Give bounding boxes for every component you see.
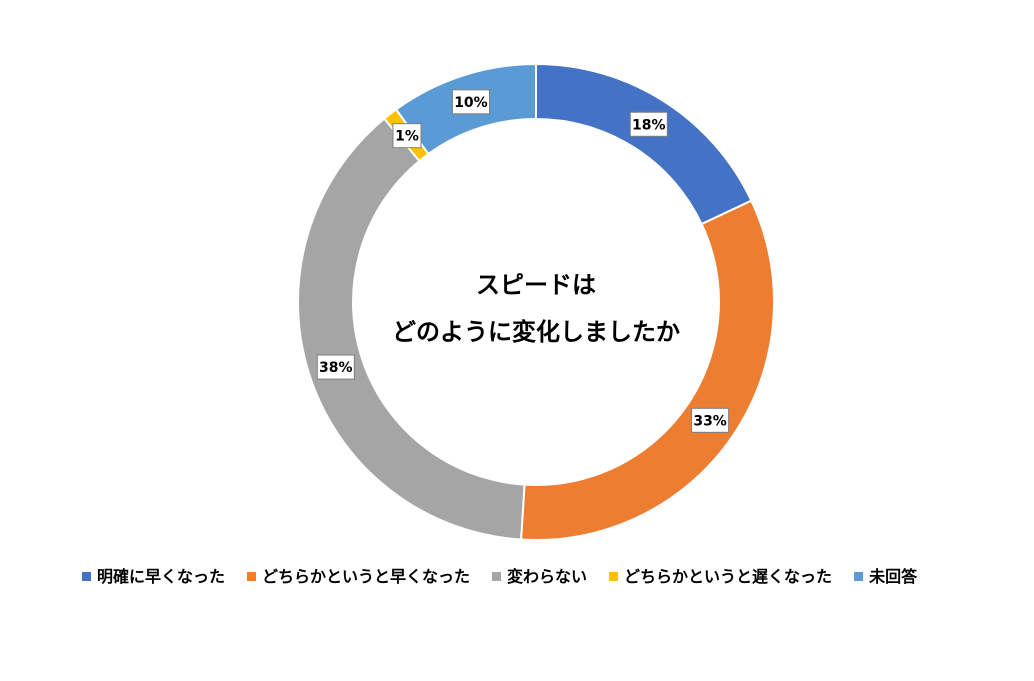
legend-swatch	[492, 572, 502, 581]
data-label-box	[392, 123, 422, 149]
data-label-no-answer: 10%	[451, 89, 490, 115]
legend-item-clearly-faster: 明確に早くなった	[82, 567, 225, 586]
legend: 明確に早くなった どちらかというと早くなった 変わらない どちらかというと遅くなった 未…	[82, 567, 918, 586]
data-label-box	[316, 354, 355, 380]
legend-item-somewhat-faster: どちらかというと早くなった	[247, 567, 470, 586]
data-label-box	[691, 407, 730, 433]
data-label-text: 1%	[395, 129, 419, 145]
data-label-somewhat-faster: 33%	[691, 407, 730, 433]
data-labels: 18% 33% 38% 1% 10%	[316, 89, 730, 433]
legend-swatch	[247, 572, 257, 581]
legend-label: 未回答	[868, 567, 918, 586]
data-label-text: 10%	[454, 95, 488, 111]
legend-item-somewhat-slower: どちらかというと遅くなった	[609, 567, 832, 586]
slice-unchanged	[297, 117, 526, 541]
data-label-unchanged: 38%	[316, 354, 355, 380]
legend-label: 変わらない	[507, 567, 587, 586]
slice-somewhat-faster	[519, 199, 775, 541]
data-label-text: 33%	[693, 413, 727, 429]
donut-slices	[297, 62, 775, 541]
data-label-text: 38%	[319, 360, 353, 376]
slice-clearly-faster	[535, 62, 753, 226]
legend-label: どちらかというと早くなった	[262, 567, 470, 586]
center-title: スピードは どのように変化しましたか	[392, 271, 680, 346]
legend-swatch	[609, 572, 619, 581]
legend-item-no-answer: 未回答	[854, 567, 918, 586]
legend-label: 明確に早くなった	[97, 567, 225, 586]
data-label-box	[629, 111, 668, 137]
legend-swatch	[854, 572, 864, 581]
data-label-somewhat-slower: 1%	[392, 123, 422, 149]
center-title-line-2: どのように変化しましたか	[392, 318, 680, 346]
legend-label: どちらかというと遅くなった	[624, 567, 832, 586]
data-label-text: 18%	[632, 117, 666, 133]
data-label-clearly-faster: 18%	[629, 111, 668, 137]
legend-item-unchanged: 変わらない	[492, 567, 587, 586]
data-label-box	[451, 89, 490, 115]
center-title-line-1: スピードは	[476, 271, 596, 299]
legend-swatch	[82, 572, 91, 581]
